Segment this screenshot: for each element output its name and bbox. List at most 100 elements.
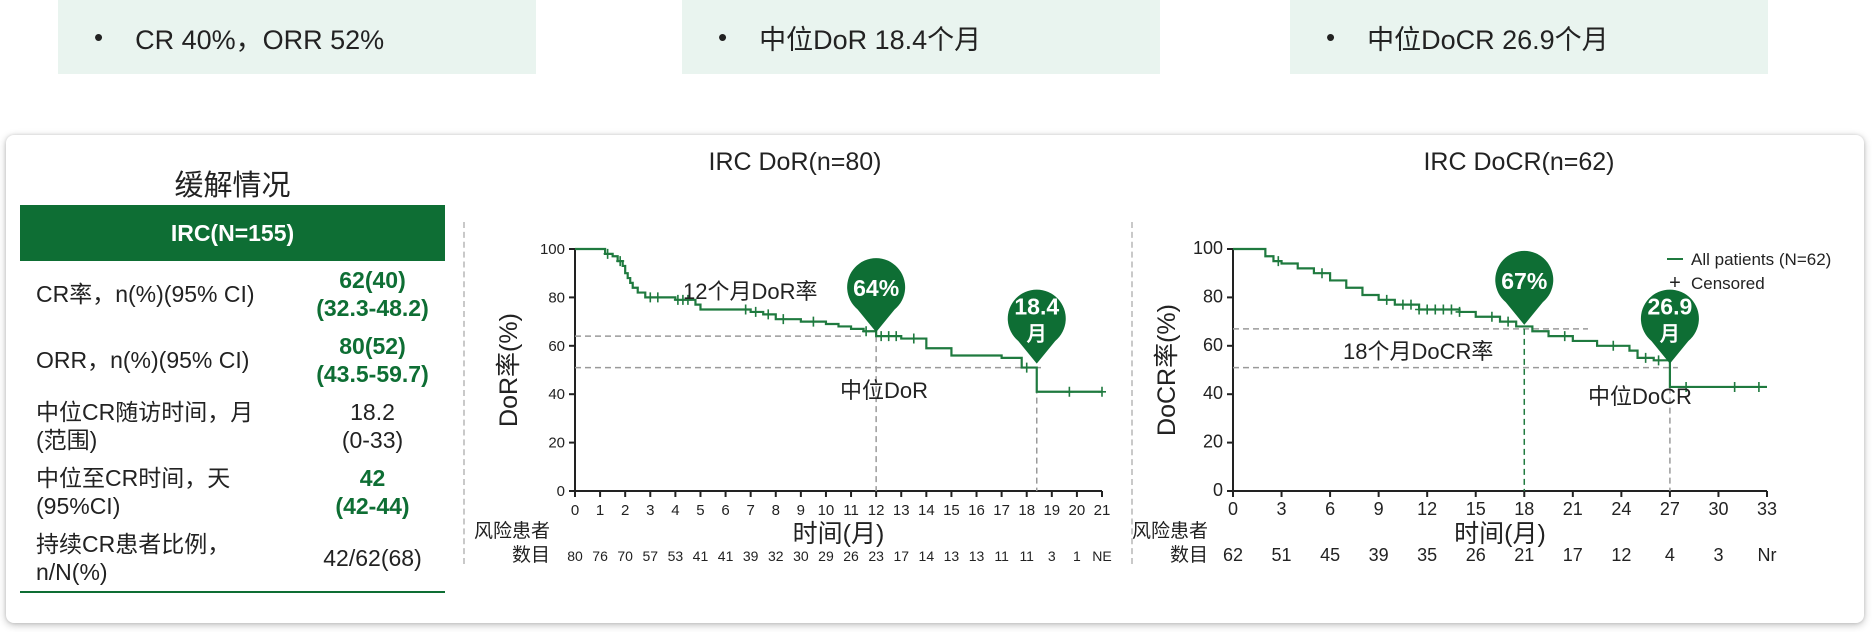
censor-mark — [1423, 304, 1432, 315]
row-value-line: (43.5-59.7) — [316, 361, 429, 387]
censor-mark — [1439, 304, 1448, 315]
censor-mark — [741, 304, 750, 315]
row-value-line: (0-33) — [341, 427, 404, 453]
censor-mark — [1382, 294, 1391, 305]
y-tick-label: 60 — [548, 338, 565, 355]
censor-mark — [1641, 352, 1650, 363]
censor-mark — [1609, 340, 1618, 351]
x-tick-label: 7 — [746, 502, 754, 519]
row-value: 18.2 (0-33) — [300, 393, 445, 459]
highlight-text: 中位DoR 18.4个月 — [759, 24, 982, 55]
row-value: 42/62(68) — [300, 525, 445, 593]
risk-count: 45 — [1320, 545, 1340, 565]
censor-mark — [809, 316, 818, 327]
x-tick-label: 1 — [596, 502, 604, 519]
y-tick-label: 100 — [1193, 238, 1223, 258]
censor-mark — [646, 292, 655, 303]
row-value-line: 80(52) — [339, 333, 406, 359]
risk-count: 57 — [642, 548, 658, 564]
bullet-icon: • — [1326, 21, 1336, 52]
panel-divider — [1131, 222, 1133, 564]
risk-count: 29 — [818, 548, 834, 564]
censor-mark — [1274, 256, 1283, 267]
x-tick-label: 9 — [797, 502, 805, 519]
x-tick-label: 27 — [1660, 499, 1680, 519]
legend-censor-symbol: + — [1669, 272, 1681, 294]
risk-count: 23 — [868, 548, 884, 564]
risk-count: 17 — [893, 548, 909, 564]
censor-mark — [1065, 386, 1074, 397]
y-tick-label: 0 — [1213, 480, 1223, 500]
risk-count: 41 — [693, 548, 709, 564]
censor-mark — [653, 292, 662, 303]
risk-count: 51 — [1272, 545, 1292, 565]
response-table: IRC(N=155) CR率，n(%)(95% CI) 62(40) (32.3-4… — [20, 205, 445, 593]
risk-count: 14 — [919, 548, 935, 564]
row-label-line: (范围) — [36, 427, 98, 453]
row-label-line: (95%CI) — [36, 493, 121, 519]
row-value-line: 42 — [359, 465, 386, 491]
censor-mark — [1098, 386, 1106, 397]
censor-mark — [779, 314, 788, 325]
censor-mark — [1682, 381, 1691, 392]
x-tick-label: 14 — [918, 502, 935, 519]
panel-divider — [463, 222, 465, 564]
risk-count: 76 — [592, 548, 608, 564]
x-tick-label: 15 — [1466, 499, 1486, 519]
row-value-line: (32.3-48.2) — [316, 295, 429, 321]
risk-table-label: 数目 — [512, 544, 550, 566]
row-value-line: 62(40) — [339, 267, 406, 293]
risk-count: 11 — [1019, 548, 1034, 564]
risk-count: 26 — [843, 548, 859, 564]
risk-count: 13 — [969, 548, 985, 564]
table-row: 中位CR随访时间，月 (范围) 18.2 (0-33) — [20, 393, 445, 459]
row-value: 80(52) (43.5-59.7) — [300, 327, 445, 393]
censor-mark — [1487, 311, 1496, 322]
censor-mark — [751, 306, 760, 317]
highlight-median-dor: • 中位DoR 18.4个月 — [682, 0, 1160, 74]
row-value: 42 (42-44) — [300, 459, 445, 525]
x-tick-label: 6 — [1325, 499, 1335, 519]
legend-entry: All patients (N=62) — [1691, 250, 1831, 269]
censor-mark — [1407, 299, 1415, 310]
milestone-badge-icon — [847, 258, 906, 333]
row-label-line: ORR，n(%)(95% CI) — [36, 347, 250, 373]
x-tick-label: 30 — [1708, 499, 1728, 519]
row-label-line: CR率，n(%)(95% CI) — [36, 281, 255, 307]
y-tick-label: 40 — [1203, 383, 1223, 403]
risk-count: 32 — [768, 548, 784, 564]
censor-mark — [862, 326, 871, 337]
censor-mark — [616, 256, 625, 267]
x-axis-label: 时间(月) — [793, 520, 885, 548]
censor-mark — [764, 309, 773, 320]
legend-entry: Censored — [1691, 274, 1765, 293]
y-tick-label: 60 — [1203, 335, 1223, 355]
x-tick-label: 19 — [1043, 502, 1060, 519]
x-axis-label: 时间(月) — [1454, 520, 1546, 548]
row-label: CR率，n(%)(95% CI) — [20, 261, 300, 327]
y-axis-label: DoCR率(%) — [1153, 304, 1181, 436]
risk-count: 4 — [1665, 545, 1675, 565]
risk-count: 1 — [1073, 548, 1081, 564]
censor-mark — [1754, 381, 1763, 392]
chart-title: IRC DoCR(n=62) — [1423, 148, 1614, 176]
risk-count: 62 — [1223, 545, 1243, 565]
y-tick-label: 0 — [557, 483, 565, 500]
censor-mark — [877, 331, 886, 342]
x-tick-label: 16 — [968, 502, 985, 519]
censor-mark — [1447, 304, 1456, 315]
risk-count: 39 — [1369, 545, 1389, 565]
row-label-line: 持续CR患者比例， — [36, 531, 231, 557]
y-tick-label: 20 — [548, 435, 565, 452]
highlight-text: 中位DoCR 26.9个月 — [1367, 24, 1609, 55]
risk-count: 11 — [994, 548, 1009, 564]
bullet-icon: • — [718, 21, 728, 52]
censor-mark — [1431, 304, 1440, 315]
x-tick-label: 20 — [1069, 502, 1086, 519]
highlight-cr-orr: • CR 40%，ORR 52% — [58, 0, 536, 74]
censor-mark — [1560, 331, 1569, 342]
x-tick-label: 33 — [1757, 499, 1777, 519]
y-tick-label: 80 — [1203, 286, 1223, 306]
milestone-badge-text: 67% — [1501, 268, 1547, 294]
